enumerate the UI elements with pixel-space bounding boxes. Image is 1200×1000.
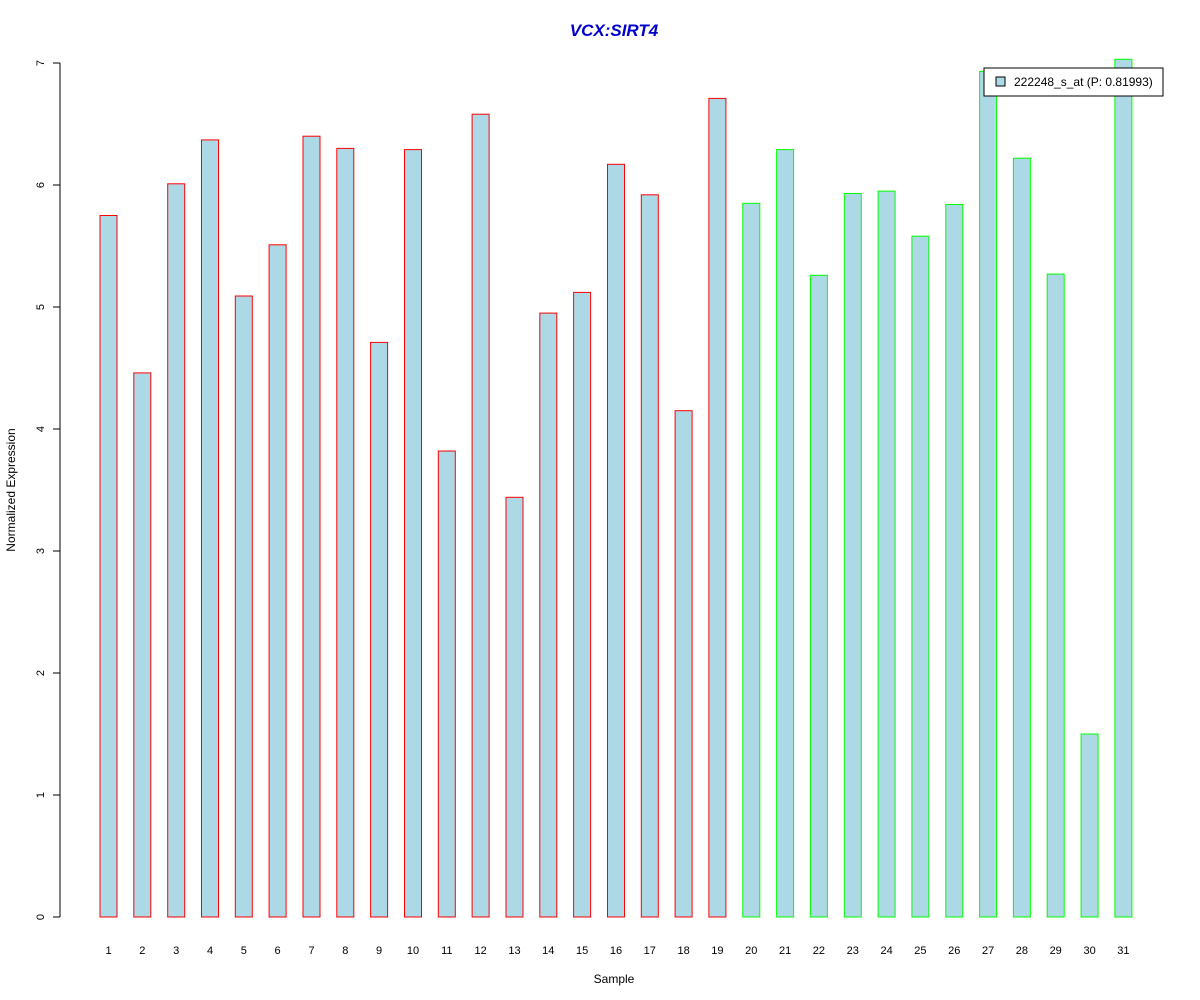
- x-tick-label: 29: [1050, 945, 1062, 957]
- legend-box: [983, 67, 1164, 97]
- x-tick-label: 14: [542, 945, 554, 957]
- y-tick-label: 2: [35, 670, 47, 676]
- x-tick-label: 31: [1117, 945, 1129, 957]
- bar-sample-23: [843, 193, 862, 918]
- x-tick-label: 15: [576, 945, 588, 957]
- x-tick-label: 19: [711, 945, 723, 957]
- bar-sample-26: [945, 204, 964, 918]
- x-tick-label: 25: [914, 945, 926, 957]
- x-tick-label: 2: [139, 945, 145, 957]
- x-tick-label: 1: [105, 945, 111, 957]
- bar-sample-14: [539, 312, 558, 918]
- x-tick-label: 6: [275, 945, 281, 957]
- x-tick-label: 7: [308, 945, 314, 957]
- x-tick-label: 22: [813, 945, 825, 957]
- bar-sample-30: [1080, 733, 1099, 918]
- bar-sample-5: [234, 295, 253, 918]
- bar-sample-22: [809, 274, 828, 918]
- y-tick-label: 6: [35, 182, 47, 188]
- bars: [99, 58, 1133, 918]
- x-tick-label: 27: [982, 945, 994, 957]
- x-tick-label: 20: [745, 945, 757, 957]
- y-tick-label: 7: [35, 60, 47, 66]
- x-tick-label: 17: [644, 945, 656, 957]
- legend: 222248_s_at (P: 0.81993): [983, 67, 1164, 97]
- x-tick-label: 10: [407, 945, 419, 957]
- bar-sample-29: [1046, 273, 1065, 918]
- x-axis-tick-labels: 1 2 3 4 5 6 7 8 9 10 11 12 13 14 15 16 17 18 19 20 21 22 23 24 2…: [105, 945, 1129, 957]
- x-tick-label: 12: [474, 945, 486, 957]
- y-tick-label: 0: [35, 914, 47, 920]
- bar-sample-25: [911, 235, 930, 918]
- bar-sample-27: [979, 71, 998, 918]
- bar-sample-2: [133, 372, 152, 918]
- x-tick-label: 8: [342, 945, 348, 957]
- x-tick-label: 3: [173, 945, 179, 957]
- bar-sample-17: [640, 194, 659, 918]
- x-tick-label: 16: [610, 945, 622, 957]
- bar-sample-12: [471, 113, 490, 918]
- x-tick-label: 13: [508, 945, 520, 957]
- bar-sample-8: [336, 147, 355, 918]
- y-tick-label: 5: [35, 304, 47, 310]
- bar-sample-16: [607, 163, 625, 918]
- bar-sample-13: [505, 496, 524, 918]
- bar-sample-15: [573, 291, 592, 918]
- bar-sample-24: [877, 190, 896, 918]
- y-tick-label: 4: [35, 426, 47, 432]
- bar-sample-11: [437, 450, 456, 918]
- y-tick-label: 1: [35, 792, 47, 798]
- x-tick-label: 24: [880, 945, 892, 957]
- legend-entry: 222248_s_at (P: 0.81993): [1014, 75, 1153, 89]
- x-tick-label: 23: [847, 945, 859, 957]
- bar-sample-9: [370, 341, 389, 918]
- bar-sample-1: [99, 215, 118, 918]
- x-tick-label: 4: [207, 945, 213, 957]
- bar-sample-18: [674, 410, 693, 918]
- x-tick-label: 21: [779, 945, 791, 957]
- x-tick-label: 30: [1083, 945, 1095, 957]
- bar-sample-28: [1012, 157, 1031, 918]
- chart-title: VCX:SIRT4: [570, 21, 659, 40]
- x-axis-label: Sample: [594, 972, 635, 986]
- y-tick-label: 3: [35, 548, 47, 554]
- bar-sample-21: [776, 149, 795, 918]
- x-tick-label: 9: [376, 945, 382, 957]
- y-axis: 0 1 2 3 4 5 6 7: [35, 60, 61, 920]
- x-tick-label: 18: [677, 945, 689, 957]
- bar-sample-31: [1114, 58, 1133, 918]
- bar-sample-4: [201, 139, 219, 918]
- x-tick-label: 28: [1016, 945, 1028, 957]
- x-tick-label: 5: [241, 945, 247, 957]
- x-tick-label: 11: [441, 945, 452, 957]
- bar-sample-10: [404, 149, 422, 918]
- y-axis-label: Normalized Expression: [4, 428, 18, 551]
- legend-swatch: [995, 76, 1006, 87]
- x-tick-label: 26: [948, 945, 960, 957]
- bar-sample-3: [167, 183, 186, 918]
- bar-sample-6: [268, 244, 287, 918]
- bar-sample-20: [742, 202, 761, 918]
- bar-sample-7: [302, 135, 321, 918]
- bar-sample-19: [708, 97, 727, 918]
